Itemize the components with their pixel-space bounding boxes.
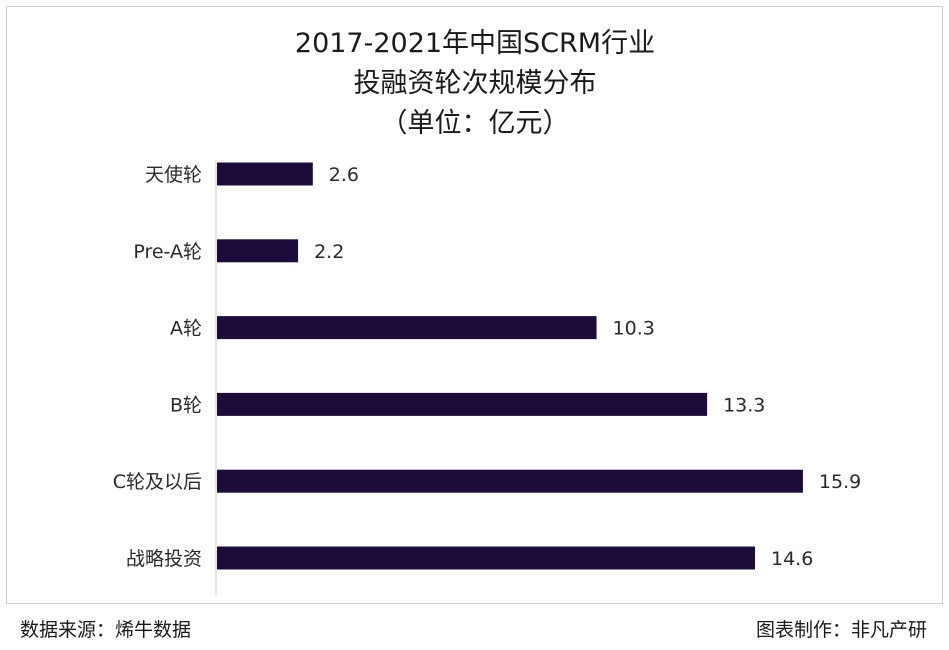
bar xyxy=(217,316,597,340)
chart-title-line-2: 投融资轮次规模分布 xyxy=(354,68,597,99)
bar-group-2: A轮 10.3 xyxy=(170,316,655,340)
value-label: 15.9 xyxy=(819,471,861,493)
bar xyxy=(217,162,313,186)
chart-frame: 2017-2021年中国SCRM行业 投融资轮次规模分布 （单位：亿元） 天使轮… xyxy=(6,6,943,604)
bar-group-1: Pre-A轮 2.2 xyxy=(133,239,344,263)
value-label: 2.2 xyxy=(314,241,344,263)
bar-group-0: 天使轮 2.6 xyxy=(145,162,359,186)
chart-title: 2017-2021年中国SCRM行业 投融资轮次规模分布 （单位：亿元） xyxy=(295,28,655,139)
bar xyxy=(217,392,708,416)
bar-group-3: B轮 13.3 xyxy=(170,392,765,416)
bar xyxy=(217,469,803,493)
value-label: 14.6 xyxy=(771,548,813,570)
category-label: Pre-A轮 xyxy=(133,241,202,263)
bar xyxy=(217,546,756,570)
data-source-note: 数据来源：烯牛数据 xyxy=(20,619,192,641)
chart-title-line-3: （单位：亿元） xyxy=(381,108,570,139)
bars-layer: 天使轮 2.6 Pre-A轮 2.2 A轮 10.3 B轮 13.3 C轮及以后 15.9 战略投资… xyxy=(113,162,861,570)
chart-title-line-1: 2017-2021年中国SCRM行业 xyxy=(295,28,655,59)
bar-group-5: 战略投资 14.6 xyxy=(126,546,813,570)
bar-group-4: C轮及以后 15.9 xyxy=(113,469,861,493)
chart-credit-note: 图表制作：非凡产研 xyxy=(755,619,927,641)
bar-chart: 2017-2021年中国SCRM行业 投融资轮次规模分布 （单位：亿元） 天使轮… xyxy=(113,28,861,595)
bar xyxy=(217,239,299,263)
value-label: 13.3 xyxy=(723,394,765,416)
value-label: 10.3 xyxy=(613,318,655,340)
category-label: B轮 xyxy=(170,394,202,416)
category-label: 天使轮 xyxy=(145,164,202,186)
category-label: C轮及以后 xyxy=(113,471,202,493)
value-label: 2.6 xyxy=(329,164,359,186)
category-label: 战略投资 xyxy=(126,548,202,570)
category-label: A轮 xyxy=(170,318,202,340)
